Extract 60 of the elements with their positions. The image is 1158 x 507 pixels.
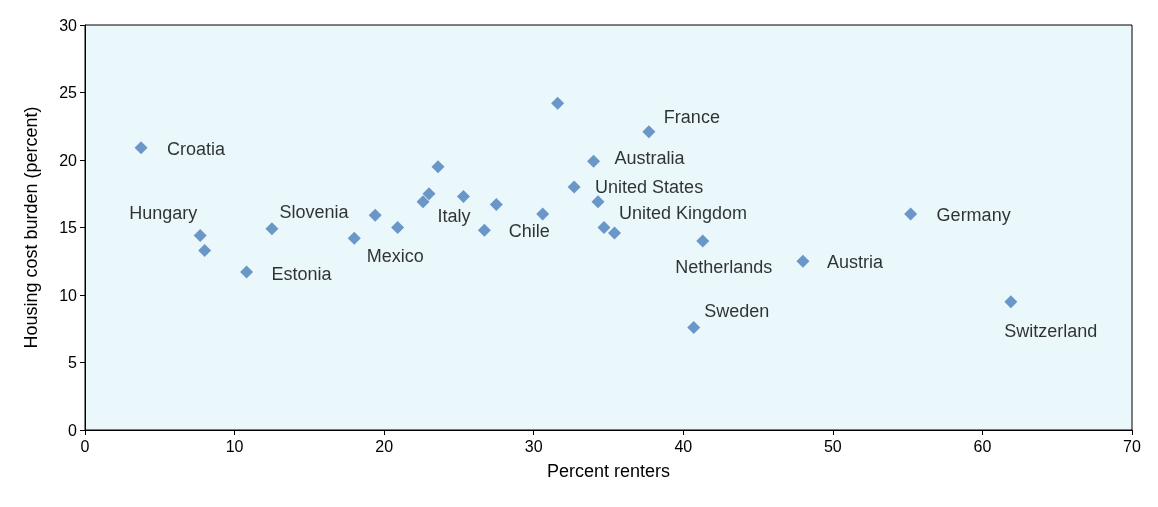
annotation: Estonia [271,264,333,285]
annotation: Sweden [704,301,770,322]
point [193,229,207,243]
point [489,198,503,212]
point [347,231,361,245]
annotation: Hungary [129,202,198,223]
annotation: United Kingdom [618,202,748,223]
x-tick-label: 30 [524,437,543,455]
annotation: Australia [614,148,686,169]
point [265,222,279,236]
y-tick-label: 25 [59,84,78,101]
y-axis-title: Housing cost burden (percent) [21,106,41,349]
y-tick-label: 30 [59,16,78,34]
point [587,154,601,168]
point [591,195,605,209]
x-tick-label: 50 [823,437,842,455]
point [422,187,436,201]
y-tick-label: 0 [68,421,78,439]
point [904,207,918,221]
x-tick-label: 40 [674,437,693,455]
point [567,180,581,194]
annotation: Netherlands [675,257,773,277]
x-axis-title: Percent renters [546,461,671,481]
point [477,223,491,237]
point [134,141,148,155]
point [391,221,405,234]
point [687,320,701,334]
x-tick-label: 70 [1123,437,1141,455]
x-tick-label: 20 [375,437,394,455]
point [796,254,810,268]
annotation: Chile [508,221,550,242]
point [240,265,254,279]
point [597,221,611,234]
point [456,189,470,203]
x-tick-label: 0 [80,437,90,455]
point [198,243,212,257]
annotation: France [663,106,720,127]
point [642,125,656,139]
annotation: Germany [936,205,1011,225]
annotation: Slovenia [279,201,350,222]
point [696,234,710,248]
point [431,160,445,174]
annotation: United States [595,177,704,197]
point [1004,295,1018,309]
x-tick-label: 60 [973,437,992,455]
x-tick-label: 10 [225,437,244,455]
y-tick-label: 5 [68,354,78,371]
point [607,226,621,240]
y-tick-label: 15 [59,219,78,236]
annotation: Croatia [167,138,227,159]
point [368,208,382,222]
annotation: Italy [437,205,471,226]
point [551,96,565,110]
annotation: Mexico [366,246,424,267]
y-tick-label: 10 [59,286,78,304]
y-tick-label: 20 [59,151,78,169]
point [416,195,430,209]
point [536,207,550,221]
annotation: Switzerland [1004,320,1098,341]
annotation: Austria [826,252,884,273]
